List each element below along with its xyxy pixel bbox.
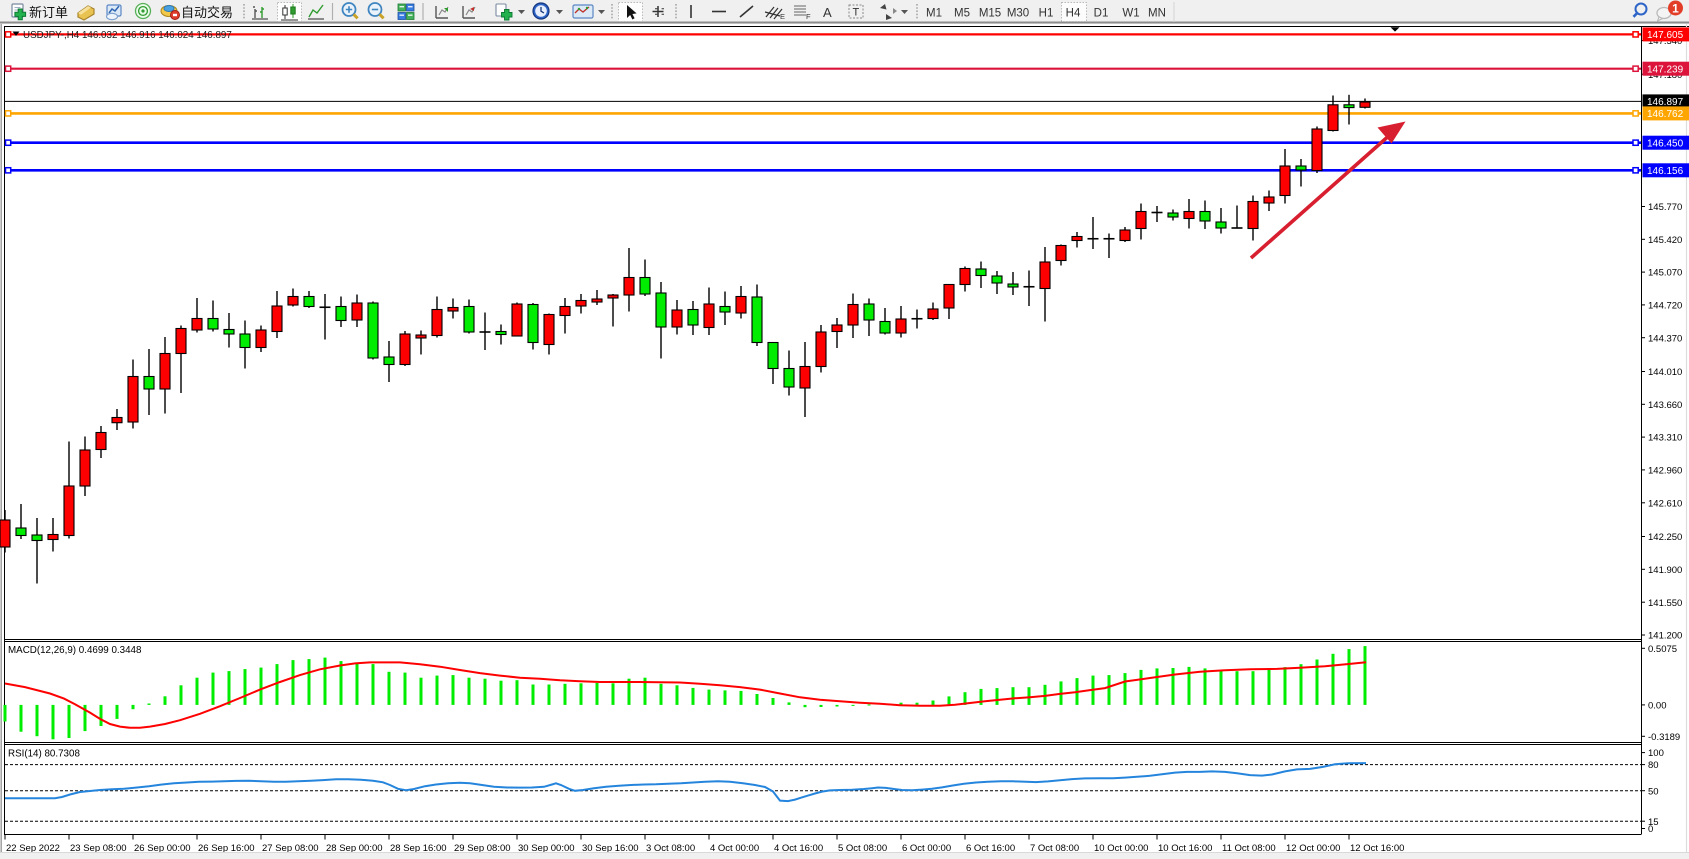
svg-text:141.900: 141.900: [1648, 565, 1682, 576]
svg-text:146.450: 146.450: [1647, 139, 1684, 150]
svg-text:30 Sep 00:00: 30 Sep 00:00: [518, 843, 575, 854]
svg-text:自动交易: 自动交易: [181, 5, 233, 20]
svg-text:0: 0: [1648, 824, 1653, 835]
svg-text:145.070: 145.070: [1648, 268, 1682, 279]
svg-text:142.960: 142.960: [1648, 466, 1682, 477]
svg-text:MACD(12,26,9) 0.4699 0.3448: MACD(12,26,9) 0.4699 0.3448: [8, 645, 142, 656]
svg-text:145.420: 145.420: [1648, 235, 1682, 246]
svg-text:11 Oct 08:00: 11 Oct 08:00: [1222, 843, 1276, 854]
svg-text:MN: MN: [1148, 8, 1166, 20]
svg-text:10 Oct 16:00: 10 Oct 16:00: [1158, 843, 1212, 854]
svg-text:6 Oct 16:00: 6 Oct 16:00: [966, 843, 1015, 854]
svg-text:28 Sep 16:00: 28 Sep 16:00: [390, 843, 447, 854]
svg-text:F: F: [806, 12, 811, 21]
svg-text:147.540: 147.540: [1648, 36, 1682, 47]
svg-text:USDJPY-,H4 146.032 146.916 14: USDJPY-,H4 146.032 146.916 146.024 146.8…: [23, 30, 232, 41]
svg-text:W1: W1: [1122, 8, 1139, 20]
svg-text:0.5075: 0.5075: [1648, 644, 1677, 655]
svg-text:5 Oct 08:00: 5 Oct 08:00: [838, 843, 887, 854]
svg-text:M30: M30: [1007, 8, 1029, 20]
svg-text:12 Oct 00:00: 12 Oct 00:00: [1286, 843, 1340, 854]
svg-text:146.156: 146.156: [1647, 166, 1684, 177]
svg-text:50: 50: [1648, 786, 1659, 797]
svg-text:142.610: 142.610: [1648, 498, 1682, 509]
svg-text:146.897: 146.897: [1647, 97, 1684, 108]
svg-text:M15: M15: [979, 8, 1001, 20]
svg-text:23 Sep 08:00: 23 Sep 08:00: [70, 843, 127, 854]
svg-text:142.250: 142.250: [1648, 532, 1682, 543]
svg-text:143.660: 143.660: [1648, 400, 1682, 411]
svg-text:H1: H1: [1039, 8, 1054, 20]
svg-text:M1: M1: [926, 8, 942, 20]
svg-text:27 Sep 08:00: 27 Sep 08:00: [262, 843, 319, 854]
svg-text:12 Oct 16:00: 12 Oct 16:00: [1350, 843, 1404, 854]
svg-text:144.370: 144.370: [1648, 333, 1682, 344]
svg-text:28 Sep 00:00: 28 Sep 00:00: [326, 843, 383, 854]
svg-text:144.720: 144.720: [1648, 301, 1682, 312]
svg-text:147.239: 147.239: [1647, 65, 1684, 76]
svg-text:6 Oct 00:00: 6 Oct 00:00: [902, 843, 951, 854]
svg-text:新订单: 新订单: [29, 5, 68, 20]
svg-text:0.00: 0.00: [1648, 701, 1667, 712]
svg-text:147.605: 147.605: [1647, 30, 1684, 41]
svg-text:22 Sep 2022: 22 Sep 2022: [6, 843, 60, 854]
svg-text:E: E: [780, 12, 785, 21]
svg-text:144.010: 144.010: [1648, 367, 1682, 378]
svg-text:4 Oct 16:00: 4 Oct 16:00: [774, 843, 823, 854]
svg-text:141.200: 141.200: [1648, 631, 1682, 642]
svg-text:4 Oct 00:00: 4 Oct 00:00: [710, 843, 759, 854]
svg-text:145.770: 145.770: [1648, 202, 1682, 213]
svg-text:15: 15: [1648, 817, 1659, 828]
svg-text:26 Sep 00:00: 26 Sep 00:00: [134, 843, 191, 854]
svg-text:RSI(14) 80.7308: RSI(14) 80.7308: [8, 749, 80, 760]
svg-text:T: T: [853, 7, 860, 19]
svg-text:-0.3189: -0.3189: [1648, 732, 1680, 743]
svg-text:30 Sep 16:00: 30 Sep 16:00: [582, 843, 639, 854]
svg-text:7 Oct 08:00: 7 Oct 08:00: [1030, 843, 1079, 854]
svg-text:146.762: 146.762: [1647, 109, 1684, 120]
svg-text:29 Sep 08:00: 29 Sep 08:00: [454, 843, 511, 854]
svg-text:M5: M5: [954, 8, 970, 20]
svg-text:143.310: 143.310: [1648, 433, 1682, 444]
svg-text:26 Sep 16:00: 26 Sep 16:00: [198, 843, 255, 854]
svg-text:10 Oct 00:00: 10 Oct 00:00: [1094, 843, 1148, 854]
svg-text:3 Oct 08:00: 3 Oct 08:00: [646, 843, 695, 854]
svg-text:1: 1: [1672, 1, 1679, 15]
svg-text:H4: H4: [1066, 8, 1081, 20]
svg-text:D1: D1: [1094, 8, 1109, 20]
svg-text:A: A: [823, 5, 832, 20]
svg-text:141.550: 141.550: [1648, 598, 1682, 609]
svg-text:80: 80: [1648, 760, 1659, 771]
svg-text:100: 100: [1648, 748, 1664, 759]
